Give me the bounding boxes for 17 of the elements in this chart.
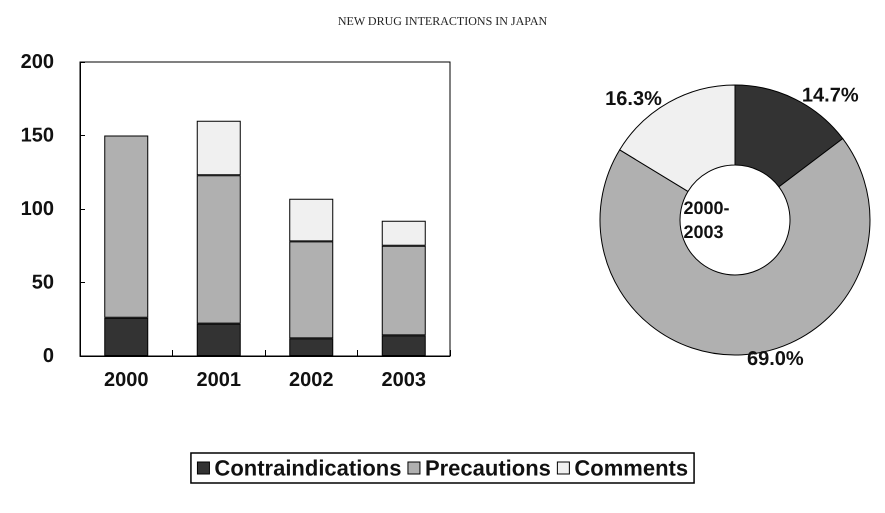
- y-tick-label: 200: [20, 51, 54, 73]
- data-label: 16.3%: [605, 88, 662, 110]
- legend-label: Comments: [574, 456, 688, 480]
- y-tick-label: 0: [42, 345, 54, 367]
- legend-label: Precautions: [424, 456, 551, 480]
- y-tick-label: 150: [20, 124, 54, 146]
- y-tick-label: 50: [32, 272, 54, 294]
- text: 2000- 2003: [683, 198, 730, 242]
- y-tick-label: 100: [20, 198, 54, 220]
- data-label: 69.0%: [746, 348, 804, 370]
- x-tick-label: 2000: [104, 369, 148, 391]
- chart-title: NEW DRUG INTERACTIONS IN JAPAN: [338, 14, 548, 28]
- x-tick-label: 2002: [289, 369, 334, 391]
- legend-label: Contraindications: [214, 456, 402, 480]
- x-tick-label: 2003: [382, 369, 426, 391]
- data-label: 14.7%: [802, 84, 859, 107]
- x-tick-label: 2001: [196, 369, 241, 391]
